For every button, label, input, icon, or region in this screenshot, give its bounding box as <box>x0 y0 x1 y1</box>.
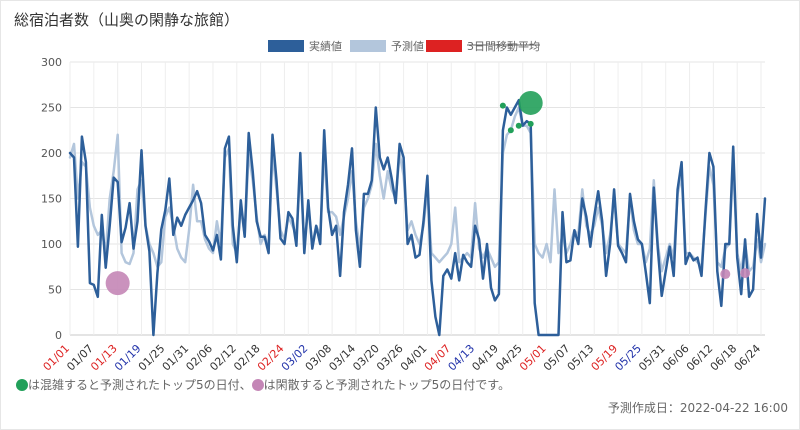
x-tick-label: 05/13 <box>565 342 597 374</box>
x-tick-label: 04/01 <box>398 342 430 374</box>
x-tick-label: 01/31 <box>160 342 192 374</box>
x-tick-label: 04/07 <box>422 342 454 374</box>
x-tick-label: 02/24 <box>255 342 287 374</box>
quiet-point <box>740 268 751 279</box>
legend-swatch <box>268 40 304 52</box>
x-tick-label: 05/25 <box>612 342 644 374</box>
x-tick-label: 01/25 <box>136 342 168 374</box>
series <box>68 98 767 337</box>
x-tick-label: 01/19 <box>112 342 144 374</box>
x-tick-label: 06/18 <box>708 342 740 374</box>
busy-point <box>527 120 534 127</box>
x-tick-label: 03/02 <box>279 342 311 374</box>
chart-title: 総宿泊者数（山奥の閑静な旅館） <box>14 11 240 29</box>
legend-label: 実績値 <box>309 39 342 53</box>
y-tick-label: 0 <box>55 329 62 342</box>
x-tick-label: 05/01 <box>517 342 549 374</box>
footer-note: は混雑すると予測されたトップ5の日付、 は閑散すると予測されたトップ5の日付です。 <box>16 376 510 393</box>
highlight-point <box>105 271 130 296</box>
legend-swatch <box>350 40 386 52</box>
x-tick-label: 06/12 <box>684 342 716 374</box>
x-tick-label: 03/14 <box>326 342 358 374</box>
busy-note: は混雑すると予測されたトップ5の日付、 <box>28 378 252 392</box>
legend: 実績値 予測値 3日間移動平均 <box>268 39 540 53</box>
x-tick-label: 04/19 <box>469 342 501 374</box>
quiet-dot-icon <box>251 379 264 391</box>
x-tick-label: 05/19 <box>589 342 621 374</box>
x-tick-label: 01/07 <box>64 342 96 374</box>
x-tick-label: 01/01 <box>41 342 73 374</box>
busy-point <box>515 122 522 129</box>
quiet-note: は閑散すると予測されたトップ5の日付です。 <box>263 378 511 392</box>
y-tick-label: 300 <box>41 56 62 69</box>
grid <box>69 61 765 336</box>
x-tick-label: 03/20 <box>350 342 382 374</box>
x-tick-label: 04/25 <box>493 342 525 374</box>
x-tick-label: 02/18 <box>231 342 263 374</box>
series-line <box>68 98 767 337</box>
legend-label: 3日間移動平均 <box>467 39 540 53</box>
y-tick-label: 100 <box>41 238 62 251</box>
x-tick-label: 03/26 <box>374 342 406 374</box>
y-tick-label: 250 <box>41 102 62 115</box>
y-tick-label: 150 <box>41 193 62 206</box>
legend-swatch <box>426 40 462 52</box>
x-tick-label: 02/06 <box>183 342 215 374</box>
x-tick-label: 06/24 <box>732 342 764 374</box>
created-at: 予測作成日：2022-04-22 16:00 <box>607 401 788 415</box>
busy-point <box>507 127 514 134</box>
x-tick-label: 06/06 <box>660 342 692 374</box>
x-tick-label: 01/13 <box>88 342 120 374</box>
highlight-point <box>518 90 543 115</box>
x-tick-label: 04/13 <box>446 342 478 374</box>
busy-dot-icon <box>16 379 28 391</box>
y-tick-label: 200 <box>41 147 62 160</box>
x-tick-label: 02/12 <box>207 342 239 374</box>
busy-point <box>499 102 506 109</box>
series-line <box>68 106 767 273</box>
x-tick-label: 05/31 <box>636 342 668 374</box>
quiet-point <box>720 269 731 280</box>
y-tick-label: 50 <box>48 284 62 297</box>
legend-label: 予測値 <box>391 39 424 53</box>
x-tick-label: 05/07 <box>541 342 573 374</box>
markers <box>105 90 751 296</box>
x-tick-label: 03/08 <box>303 342 335 374</box>
